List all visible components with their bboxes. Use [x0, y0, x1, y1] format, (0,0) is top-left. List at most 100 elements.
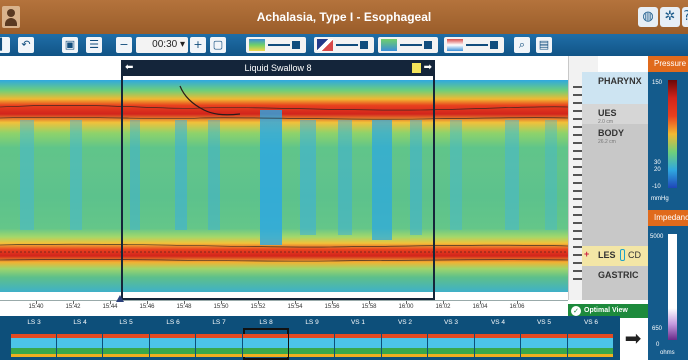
swallow-marker-icon[interactable] [116, 295, 124, 302]
sensor-tick [573, 190, 583, 192]
swallow-strip: LS 3 LS 4 LS 5 LS 6 LS 7 LS 8 LS 9 VS 1 … [0, 316, 620, 360]
settings-icon[interactable]: ✲ [660, 7, 680, 27]
range-swatch-icon [381, 39, 397, 51]
slider-line [400, 44, 422, 46]
swallow-window[interactable] [121, 60, 435, 300]
pressure-max: 150 [652, 80, 663, 86]
sensor-tick [573, 150, 583, 152]
body-label: BODY [598, 128, 625, 138]
gastric-region[interactable]: GASTRIC [582, 266, 648, 300]
swallow-thumbnail[interactable] [196, 328, 243, 360]
threshold-slider[interactable] [444, 37, 504, 53]
color-range-slider[interactable] [378, 37, 438, 53]
check-icon: ✓ [571, 306, 581, 316]
toolbar: ▌ ↶ ▣ ☰ − 00:30 ▾ + ▢ ⌕ ▤ [0, 34, 688, 56]
swallow-thumbnail[interactable] [103, 328, 150, 360]
next-page-arrow-icon[interactable]: ➡ [624, 326, 642, 350]
swallow-thumbnail[interactable] [521, 328, 568, 360]
time-tick [369, 301, 370, 304]
sensor-tick [573, 118, 583, 120]
slider-line [268, 44, 290, 46]
time-tick-label: 16:06 [509, 304, 525, 310]
strip-label: LS 8 [259, 319, 273, 326]
time-tick-label: 16:02 [435, 304, 451, 310]
globe-icon[interactable]: ◍ [638, 7, 658, 27]
impedance-header: Impedance [648, 210, 688, 226]
swallow-header: ⬅ Liquid Swallow 8 ➡ [121, 60, 435, 76]
fit-icon[interactable]: ▢ [210, 37, 226, 53]
sensor-tick [573, 222, 583, 224]
swallow-thumbnail[interactable] [11, 328, 57, 360]
add-marker-icon[interactable]: + [584, 249, 590, 259]
sensor-tick [573, 246, 583, 248]
swallow-thumbnail[interactable] [382, 328, 428, 360]
pressure-20: 20 [654, 167, 661, 173]
ues-region[interactable]: UES 2.0 cm [582, 104, 648, 125]
time-tick-label: 15:56 [324, 304, 340, 310]
pressure-unit: mmHg [651, 196, 669, 202]
time-tick [221, 301, 222, 304]
sensor-tick [573, 86, 583, 88]
time-tick [517, 301, 518, 304]
cd-marker-icon[interactable] [620, 249, 625, 261]
undo-icon[interactable]: ↶ [18, 37, 34, 53]
zoom-in-icon[interactable]: + [190, 37, 206, 53]
gastric-label: GASTRIC [598, 270, 639, 280]
time-tick-label: 15:58 [361, 304, 377, 310]
time-window-select[interactable]: 00:30 ▾ [136, 37, 188, 53]
swallow-thumbnail[interactable] [150, 328, 196, 360]
time-tick-label: 15:42 [65, 304, 81, 310]
search-icon[interactable]: ⌕ [514, 37, 530, 53]
impedance-unit: ohms [660, 350, 675, 356]
time-tick [295, 301, 296, 304]
swallow-thumbnail[interactable] [568, 328, 614, 360]
time-tick [332, 301, 333, 304]
time-tick-label: 15:46 [139, 304, 155, 310]
optimal-view-button[interactable]: ✓ Optimal View [568, 304, 648, 318]
threshold-swatch-icon [447, 39, 463, 51]
note-icon[interactable] [412, 63, 421, 73]
time-tick-label: 15:48 [176, 304, 192, 310]
les-region[interactable]: + LES CD [582, 246, 648, 266]
time-tick-label: 15:50 [213, 304, 229, 310]
back-icon[interactable]: ▌ [0, 37, 10, 53]
user-icon[interactable] [2, 6, 20, 28]
sensor-tick [573, 126, 583, 128]
swallow-thumbnail[interactable] [57, 328, 103, 360]
pressure-header: Pressure [648, 56, 688, 72]
strip-label: VS 6 [583, 319, 599, 326]
sensor-tick [573, 230, 583, 232]
swallow-thumbnail[interactable] [475, 328, 521, 360]
slider-knob [490, 41, 498, 49]
swallow-thumbnail[interactable] [289, 328, 335, 360]
optimal-view-label: Optimal View [584, 307, 628, 314]
next-swallow-arrow-icon[interactable]: ➡ [423, 62, 432, 73]
help-icon[interactable]: ? [682, 7, 688, 27]
swallow-thumbnail-selected[interactable] [243, 328, 289, 360]
sensor-tick [573, 278, 583, 280]
time-tick-label: 15:54 [287, 304, 303, 310]
previous-swallow-arrow-icon[interactable]: ⬅ [125, 62, 134, 73]
pressure-topography-plot[interactable] [0, 56, 568, 300]
impedance-toggle[interactable] [314, 37, 374, 53]
cd-label: CD [628, 250, 641, 260]
sensor-tick [573, 166, 583, 168]
list-icon[interactable]: ☰ [86, 37, 102, 53]
pressure-contour-toggle[interactable] [246, 37, 306, 53]
time-tick [258, 301, 259, 304]
swallow-thumbnail[interactable] [428, 328, 475, 360]
time-tick [147, 301, 148, 304]
strip-label: LS 6 [166, 319, 180, 326]
sensor-tick [573, 206, 583, 208]
slider-knob [424, 41, 432, 49]
zoom-out-icon[interactable]: − [116, 37, 132, 53]
slider-knob [360, 41, 368, 49]
swallow-thumbnail[interactable] [335, 328, 382, 360]
report-icon[interactable]: ▤ [536, 37, 552, 53]
strip-label: LS 7 [212, 319, 226, 326]
sensor-tick [573, 254, 583, 256]
pharynx-region[interactable]: PHARYNX [582, 72, 648, 104]
save-icon[interactable]: ▣ [62, 37, 78, 53]
strip-label: LS 4 [73, 319, 87, 326]
body-region[interactable]: BODY 26.2 cm [582, 124, 648, 246]
